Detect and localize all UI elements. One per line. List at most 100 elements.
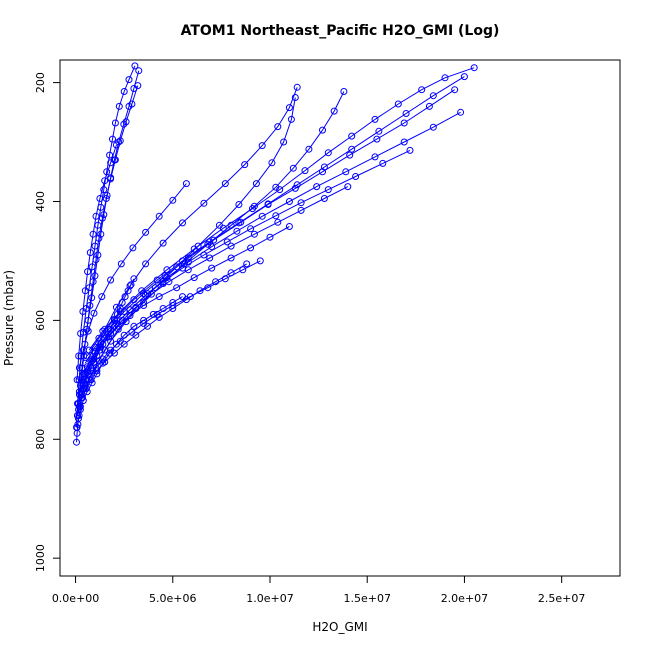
data-point xyxy=(394,100,402,108)
data-point xyxy=(206,254,214,262)
data-point xyxy=(342,168,350,176)
data-point xyxy=(235,201,243,208)
data-point xyxy=(117,260,125,268)
data-point xyxy=(451,86,459,94)
x-tick-label: 0.0e+00 xyxy=(52,592,99,605)
data-point xyxy=(109,135,116,143)
data-point xyxy=(182,180,190,188)
data-point xyxy=(429,123,437,131)
data-point xyxy=(107,337,115,345)
data-point xyxy=(103,192,111,199)
data-point xyxy=(268,159,276,167)
data-point xyxy=(138,287,146,295)
data-point xyxy=(402,110,410,117)
x-tick-label: 2.0e+07 xyxy=(441,592,488,605)
series-14 xyxy=(77,83,301,396)
data-point xyxy=(120,120,128,128)
y-tick-label: 800 xyxy=(34,429,47,450)
data-point xyxy=(305,145,313,153)
data-point xyxy=(83,325,91,333)
y-axis-label: Pressure (mbar) xyxy=(2,270,16,366)
data-point xyxy=(180,260,188,268)
data-point xyxy=(169,196,177,204)
data-point xyxy=(125,76,133,84)
data-point xyxy=(163,266,171,274)
data-point xyxy=(301,167,309,175)
data-point xyxy=(400,138,408,146)
data-point xyxy=(173,284,181,292)
series-5 xyxy=(75,223,293,399)
data-point xyxy=(95,357,103,365)
data-point xyxy=(94,251,102,259)
data-point xyxy=(75,406,82,413)
data-point xyxy=(107,159,115,167)
data-point xyxy=(120,308,128,315)
data-point xyxy=(266,233,274,241)
data-point xyxy=(204,240,212,248)
data-point xyxy=(289,164,297,172)
data-point xyxy=(112,141,120,149)
data-point xyxy=(98,293,106,301)
data-point xyxy=(132,305,140,312)
data-point xyxy=(210,236,218,244)
plot-frame xyxy=(59,59,621,577)
data-point xyxy=(106,349,114,357)
data-point xyxy=(84,268,92,276)
data-point xyxy=(122,318,130,326)
data-point xyxy=(352,173,360,180)
series-19 xyxy=(73,141,120,384)
data-point xyxy=(227,242,235,250)
data-point xyxy=(124,287,132,295)
data-point xyxy=(320,163,328,171)
data-point xyxy=(134,82,142,90)
data-point xyxy=(128,328,136,336)
data-point xyxy=(186,293,194,301)
data-point xyxy=(90,309,98,317)
series-line xyxy=(83,97,296,389)
data-point xyxy=(320,195,328,202)
data-point xyxy=(272,183,280,191)
data-point xyxy=(190,274,198,282)
data-point xyxy=(291,94,299,101)
series-line xyxy=(84,89,455,364)
data-point xyxy=(75,352,83,360)
data-point xyxy=(348,132,356,140)
data-point xyxy=(375,127,383,135)
data-point xyxy=(75,415,82,422)
data-point xyxy=(373,135,381,143)
data-point xyxy=(221,275,229,283)
data-point xyxy=(247,244,255,252)
data-point xyxy=(208,264,216,272)
data-point xyxy=(135,67,143,75)
data-point xyxy=(418,86,426,94)
data-point xyxy=(179,219,186,227)
data-point xyxy=(97,230,105,238)
chart-title: ATOM1 Northeast_Pacific H2O_GMI (Log) xyxy=(181,23,500,39)
data-point xyxy=(100,186,108,194)
data-point xyxy=(155,293,163,301)
data-point xyxy=(77,330,85,337)
data-point xyxy=(131,62,139,70)
data-point xyxy=(274,218,282,226)
y-tick-label: 1000 xyxy=(34,544,47,572)
data-point xyxy=(330,107,338,115)
data-point xyxy=(221,180,229,188)
data-point xyxy=(227,221,235,229)
data-point xyxy=(169,302,177,309)
data-point xyxy=(235,219,243,227)
data-point xyxy=(293,181,301,189)
series-10 xyxy=(83,73,468,360)
x-tick-label: 1.5e+07 xyxy=(343,592,390,605)
data-point xyxy=(114,325,122,333)
data-point xyxy=(287,115,295,123)
series-18 xyxy=(75,82,142,413)
data-point xyxy=(126,282,134,290)
data-point xyxy=(233,227,241,235)
series-line xyxy=(76,144,117,380)
data-point xyxy=(95,234,103,242)
data-point xyxy=(153,310,161,318)
data-point xyxy=(274,123,282,131)
data-point xyxy=(101,346,109,354)
y-axis: 200 400 600 800 1000 xyxy=(34,72,61,572)
data-point xyxy=(285,198,293,205)
